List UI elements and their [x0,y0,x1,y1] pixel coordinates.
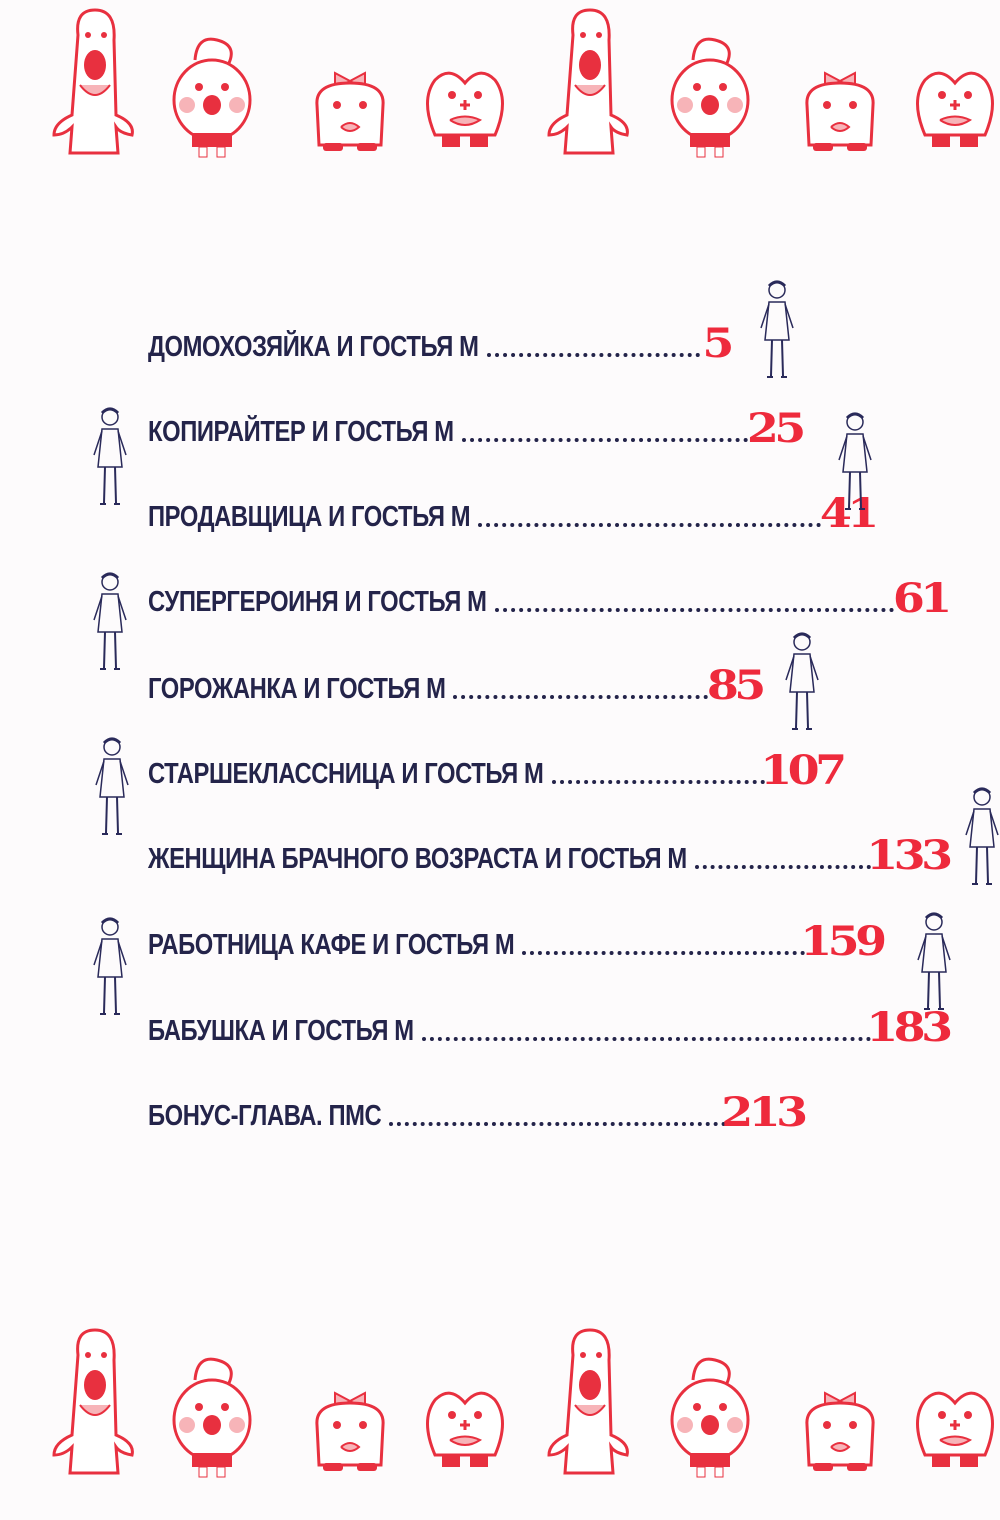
ghost-mascot-icon [50,1325,140,1480]
leader-dots [453,695,709,699]
leader-dots [478,523,822,527]
bow-mascot-icon [795,1325,885,1480]
chapter-title: ПРОДАВЩИЦА И ГОСТЬЯ М [148,501,471,533]
ghost-mascot-icon [545,5,635,160]
page-number: 183 [865,1004,953,1051]
leader-dots [494,608,895,612]
leader-dots [551,780,765,784]
chapter-title: ГОРОЖАНКА И ГОСТЬЯ М [148,673,446,705]
woman-figure-icon [780,630,824,735]
leader-dots [389,1122,726,1126]
hat-mascot-icon [167,5,257,160]
toc-entry[interactable]: ПРОДАВЩИЦА И ГОСТЬЯ М 41 [148,490,880,534]
mascot-border-bottom [0,1325,1000,1485]
woman-figure-icon [88,405,132,510]
hat-mascot-icon [167,1325,257,1480]
heart-mascot-icon [910,1325,1000,1480]
chapter-title: СТАРШЕКЛАССНИЦА И ГОСТЬЯ М [148,758,544,790]
chapter-title: КОПИРАЙТЕР И ГОСТЬЯ М [148,416,454,448]
toc-entry[interactable]: БАБУШКА И ГОСТЬЯ М 183 [148,1004,953,1051]
page-number: 5 [702,320,735,367]
leader-dots [522,951,805,955]
woman-figure-icon [833,410,877,515]
chapter-title: СУПЕРГЕРОИНЯ И ГОСТЬЯ М [148,586,487,618]
leader-dots [421,1037,871,1041]
leader-dots [486,353,701,357]
hat-mascot-icon [665,5,755,160]
mascot-border-top [0,5,1000,165]
heart-mascot-icon [420,1325,510,1480]
chapter-title: РАБОТНИЦА КАФЕ И ГОСТЬЯ М [148,929,515,961]
toc-entry[interactable]: ЖЕНЩИНА БРАЧНОГО ВОЗРАСТА И ГОСТЬЯ М 133 [148,832,953,879]
bow-mascot-icon [305,5,395,160]
ghost-mascot-icon [50,5,140,160]
woman-figure-icon [90,735,134,840]
chapter-title: ЖЕНЩИНА БРАЧНОГО ВОЗРАСТА И ГОСТЬЯ М [148,843,687,875]
chapter-title: ДОМОХОЗЯЙКА И ГОСТЬЯ М [148,331,479,363]
toc-entry[interactable]: СТАРШЕКЛАССНИЦА И ГОСТЬЯ М 107 [148,747,847,794]
heart-mascot-icon [910,5,1000,160]
toc-entry[interactable]: ГОРОЖАНКА И ГОСТЬЯ М 85 [148,662,767,709]
leader-dots [694,865,871,869]
toc-entry[interactable]: БОНУС-ГЛАВА. ПМС 213 [148,1089,808,1136]
woman-figure-icon [912,910,956,1015]
chapter-title: БОНУС-ГЛАВА. ПМС [148,1100,382,1132]
toc-entry[interactable]: РАБОТНИЦА КАФЕ И ГОСТЬЯ М 159 [148,918,887,965]
page-number: 107 [759,747,847,794]
heart-mascot-icon [420,5,510,160]
woman-figure-icon [960,785,1000,890]
ghost-mascot-icon [545,1325,635,1480]
hat-mascot-icon [665,1325,755,1480]
woman-figure-icon [755,278,799,383]
chapter-title: БАБУШКА И ГОСТЬЯ М [148,1015,414,1047]
bow-mascot-icon [795,5,885,160]
toc-entry[interactable]: КОПИРАЙТЕР И ГОСТЬЯ М 25 [148,405,807,452]
leader-dots [461,438,749,442]
page-number: 61 [893,575,952,622]
woman-figure-icon [88,570,132,675]
toc-entry[interactable]: СУПЕРГЕРОИНЯ И ГОСТЬЯ М 61 [148,575,953,622]
page-number: 25 [747,405,806,452]
page-number: 133 [865,832,953,879]
woman-figure-icon [88,915,132,1020]
page-number: 85 [707,662,766,709]
bow-mascot-icon [305,1325,395,1480]
page-number: 159 [799,918,887,965]
toc-entry[interactable]: ДОМОХОЗЯЙКА И ГОСТЬЯ М 5 [148,320,735,367]
page-number: 213 [720,1089,808,1136]
